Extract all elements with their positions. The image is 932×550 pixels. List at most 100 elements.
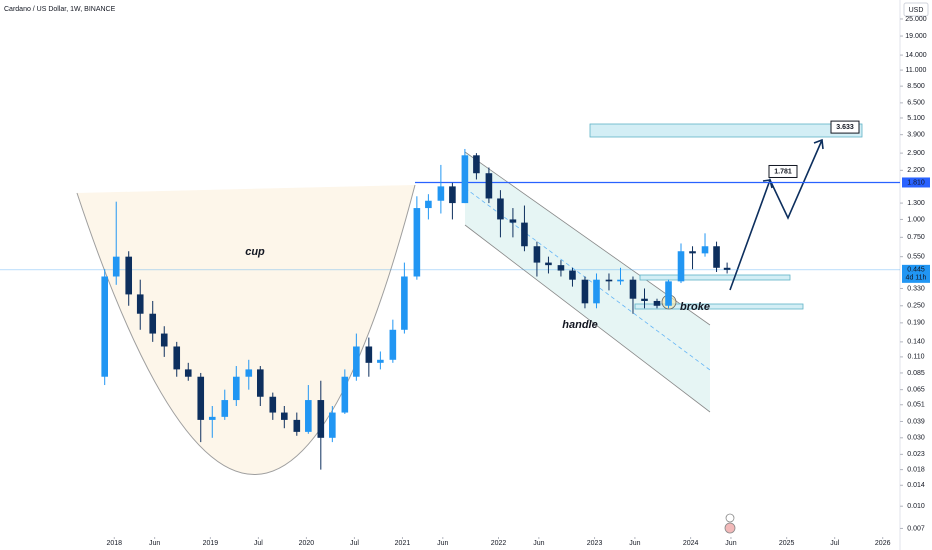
event-icon (725, 513, 735, 523)
candle-body (617, 279, 624, 282)
candle-body (353, 346, 360, 377)
x-tick-label: Jul (830, 540, 839, 547)
candle-body (437, 186, 445, 201)
candle-body (677, 251, 685, 282)
candle-body (593, 279, 600, 304)
y-tick-label: 0.110 (908, 354, 925, 361)
candle-body (545, 262, 552, 266)
y-tick-label: 0.140 (907, 339, 925, 346)
annotation: handle (562, 319, 597, 331)
projection-arrow (729, 139, 823, 291)
y-tick-label: 0.051 (907, 402, 925, 409)
candle-body (641, 298, 648, 301)
candle-body (365, 346, 373, 363)
x-tick-label: Jun (437, 540, 448, 547)
candle-body (256, 369, 264, 397)
x-tick-label: 2020 (299, 540, 315, 547)
y-tick-label: 25.000 (905, 16, 927, 23)
candle-body (413, 208, 421, 277)
candle-body (341, 376, 349, 413)
candle-body (149, 313, 157, 334)
y-tick-label: 0.030 (907, 435, 925, 442)
x-tick-label: 2019 (203, 540, 219, 547)
support-zone (634, 303, 804, 310)
candle-body (269, 396, 277, 413)
y-tick-label: 2.900 (907, 150, 925, 157)
y-tick-label: 19.000 (905, 33, 927, 40)
candle-body (653, 300, 661, 306)
candle-body (425, 200, 432, 209)
candle-body (497, 198, 504, 220)
candle-body (533, 246, 541, 263)
y-tick-label: 0.065 (907, 386, 925, 393)
countdown: 4d 11h (906, 275, 927, 282)
candle-body (581, 279, 589, 304)
last-price-tag (902, 264, 930, 283)
candle-body (461, 155, 469, 204)
arrow-head (813, 138, 824, 150)
candle-body (389, 329, 397, 360)
candle-body (521, 222, 528, 247)
candle-body (485, 173, 493, 199)
x-tick-label: Jun (629, 540, 640, 547)
x-tick-label: 2018 (107, 540, 123, 547)
candle-body (509, 219, 517, 223)
candle-body (713, 246, 720, 268)
last-price-label: 0.445 (907, 267, 925, 274)
arrow-head (762, 179, 773, 189)
currency-box (903, 2, 929, 17)
y-tick-label: 1.300 (907, 200, 925, 207)
candle-body (401, 276, 408, 330)
candle-body (184, 369, 192, 377)
level-tag (902, 177, 930, 188)
candle-body (245, 369, 253, 377)
candle-body (173, 346, 181, 370)
candle-body (305, 400, 312, 432)
candle-body (701, 246, 709, 254)
cup-fill (77, 185, 415, 475)
y-tick-label: 11.000 (906, 67, 927, 74)
x-tick-label: 2021 (395, 540, 411, 547)
chart-title: Cardano / US Dollar, 1W, BINANCE (4, 6, 116, 13)
y-tick-label: 2.200 (907, 167, 925, 174)
y-tick-label: 0.190 (907, 320, 925, 327)
candle-body (377, 359, 384, 363)
x-tick-label: Jun (725, 540, 736, 547)
y-tick-label: 0.018 (907, 466, 925, 473)
candle-body (689, 251, 696, 254)
channel-bottom (464, 224, 711, 413)
x-tick-label: Jun (533, 540, 544, 547)
y-tick-label: 0.039 (907, 418, 925, 425)
y-tick-label: 0.550 (907, 254, 925, 261)
candle-body (136, 294, 144, 314)
target-box (768, 164, 798, 178)
candle-body (473, 155, 480, 174)
level-label: 1.810 (907, 179, 925, 186)
x-tick-label: Jul (254, 540, 263, 547)
candle-body (160, 333, 168, 347)
y-tick-label: 1.000 (907, 216, 925, 223)
candle-body (569, 270, 576, 280)
annotation: broke (680, 301, 710, 313)
candle-body (449, 186, 456, 204)
candle-body (221, 400, 229, 417)
target-label: 3.633 (836, 124, 854, 131)
candle-body (329, 412, 336, 438)
candle-body (665, 281, 672, 306)
candle-body (101, 276, 108, 377)
candle-body (317, 400, 325, 438)
x-tick-label: 2023 (587, 540, 603, 547)
candle-body (557, 265, 565, 271)
x-tick-label: 2024 (683, 540, 699, 547)
y-tick-label: 6.500 (907, 100, 925, 107)
candle-body (605, 279, 613, 282)
currency: USD (909, 7, 924, 14)
annotation: cup (245, 246, 265, 258)
candle-body (208, 416, 216, 420)
y-tick-label: 0.023 (907, 451, 925, 458)
event-icon (724, 522, 736, 534)
y-tick-label: 0.010 (907, 503, 925, 510)
y-tick-label: 0.085 (907, 370, 925, 377)
y-tick-label: 14.000 (905, 52, 927, 59)
